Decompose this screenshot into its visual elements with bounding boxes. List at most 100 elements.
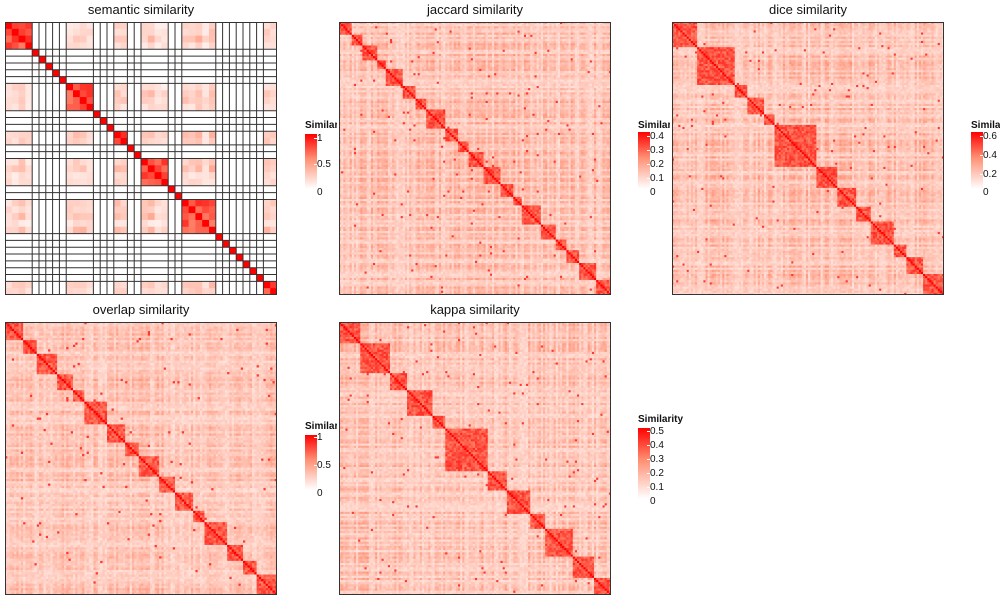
heatmap-cell [73, 172, 80, 179]
heatmap-cell [209, 281, 216, 288]
heatmap-cell [32, 118, 39, 125]
heatmap-cell [93, 70, 100, 77]
heatmap-cell [25, 56, 32, 63]
heatmap-cell [175, 206, 182, 213]
heatmap-cell [100, 22, 107, 29]
heatmap-cell [107, 145, 114, 152]
heatmap-cell [175, 172, 182, 179]
heatmap-cell [189, 29, 196, 36]
heatmap-cell [39, 261, 46, 268]
heatmap-cell [263, 220, 270, 227]
heatmap-cell [25, 97, 32, 104]
heatmap-cell [257, 83, 264, 90]
heatmap-cell [141, 172, 148, 179]
heatmap-cell [250, 104, 257, 111]
heatmap-cell [168, 179, 175, 186]
heatmap-cell [202, 254, 209, 261]
heatmap-cell [121, 261, 128, 268]
heatmap-cell [168, 254, 175, 261]
heatmap-cell [209, 90, 216, 97]
heatmap-cell [223, 63, 230, 70]
heatmap-cell [59, 70, 66, 77]
heatmap-cell [257, 281, 264, 288]
heatmap-cell [59, 22, 66, 29]
heatmap-cell [175, 131, 182, 138]
heatmap-cell [148, 206, 155, 213]
heatmap-cell [229, 240, 236, 247]
heatmap-cell [250, 152, 257, 159]
heatmap-cell [161, 118, 168, 125]
heatmap-cell [216, 118, 223, 125]
heatmap-cell [168, 42, 175, 49]
heatmap-cell [195, 179, 202, 186]
heatmap-cell [161, 206, 168, 213]
heatmap-cell [216, 254, 223, 261]
heatmap-cell [161, 247, 168, 254]
heatmap-cell [243, 124, 250, 131]
heatmap-cell [155, 186, 162, 193]
heatmap-cell [134, 213, 141, 220]
heatmap-cell [175, 118, 182, 125]
heatmap-cell [250, 288, 257, 295]
heatmap-cell [73, 90, 80, 97]
heatmap-cell [100, 281, 107, 288]
heatmap-cell [257, 213, 264, 220]
heatmap-cell [93, 118, 100, 125]
heatmap-cell [161, 165, 168, 172]
heatmap-cell [80, 220, 87, 227]
heatmap-cell [107, 36, 114, 43]
heatmap-cell [87, 124, 94, 131]
heatmap-cell [155, 104, 162, 111]
heatmap-cell [223, 186, 230, 193]
heatmap-cell [19, 70, 26, 77]
heatmap-cell [25, 193, 32, 200]
heatmap-cell [114, 159, 121, 166]
heatmap-cell [32, 288, 39, 295]
heatmap-cell [175, 254, 182, 261]
heatmap-cell [195, 268, 202, 275]
heatmap-cell [223, 240, 230, 247]
heatmap-cell [141, 281, 148, 288]
heatmap-cell [66, 49, 73, 56]
heatmap-cell [229, 36, 236, 43]
heatmap-cell [155, 159, 162, 166]
heatmap-cell [66, 172, 73, 179]
heatmap-cell [73, 138, 80, 145]
heatmap-cell [87, 199, 94, 206]
heatmap-cell [59, 104, 66, 111]
heatmap-cell [73, 36, 80, 43]
heatmap-cell [25, 165, 32, 172]
heatmap-cell [66, 42, 73, 49]
heatmap-cell [46, 63, 53, 70]
heatmap-cell [161, 227, 168, 234]
heatmap-cell [114, 83, 121, 90]
heatmap-cell [209, 234, 216, 241]
heatmap-cell [134, 206, 141, 213]
heatmap-cell [270, 90, 277, 97]
heatmap-cell [155, 22, 162, 29]
heatmap-cell [80, 83, 87, 90]
heatmap-cell [168, 36, 175, 43]
heatmap-cell [32, 206, 39, 213]
heatmap-cell [202, 186, 209, 193]
heatmap-cell [202, 36, 209, 43]
heatmap-cell [5, 49, 12, 56]
heatmap-cell [93, 111, 100, 118]
heatmap-cell [59, 124, 66, 131]
heatmap-cell [223, 275, 230, 282]
heatmap-cell [93, 199, 100, 206]
heatmap-cell [93, 83, 100, 90]
heatmap-cell [175, 288, 182, 295]
heatmap-cell [121, 186, 128, 193]
heatmap-cell [229, 275, 236, 282]
heatmap-cell [93, 227, 100, 234]
heatmap-cell [134, 145, 141, 152]
heatmap-cell [53, 104, 60, 111]
heatmap-cell [80, 206, 87, 213]
heatmap-cell [243, 240, 250, 247]
heatmap-cell [195, 261, 202, 268]
heatmap-cell [236, 165, 243, 172]
heatmap-cell [148, 111, 155, 118]
heatmap-cell [46, 70, 53, 77]
heatmap-cell [59, 29, 66, 36]
